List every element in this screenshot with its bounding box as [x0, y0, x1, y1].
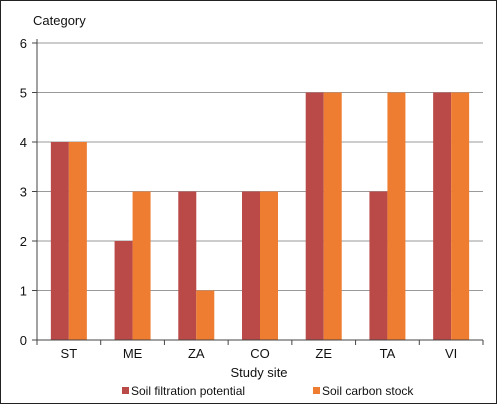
- bar-st-series-1: [50, 142, 69, 340]
- y-tick-label-5: 5: [20, 86, 27, 101]
- legend-swatch-2: [313, 387, 320, 394]
- bar-me-series-2: [132, 191, 151, 340]
- legend-label-1: Soil filtration potential: [131, 384, 245, 398]
- x-tick-label-st: ST: [61, 346, 78, 361]
- bar-vi-series-2: [451, 92, 470, 340]
- bar-co-series-1: [242, 191, 260, 340]
- x-tick-label-co: CO: [250, 346, 270, 361]
- bar-ze-series-2: [323, 92, 342, 340]
- bar-co-series-2: [260, 191, 278, 340]
- y-tick-label-6: 6: [20, 36, 27, 51]
- x-tick-label-ze: ZE: [315, 346, 332, 361]
- bar-vi-series-1: [433, 92, 452, 340]
- bar-za-series-2: [196, 290, 215, 340]
- x-tick-label-za: ZA: [188, 346, 205, 361]
- y-tick-label-4: 4: [20, 135, 27, 150]
- y-tick-labels: 0 1 2 3 4 5 6: [20, 36, 27, 348]
- x-tick-label-me: ME: [123, 346, 143, 361]
- bar-ze-series-1: [305, 92, 324, 340]
- legend-swatch-1: [122, 387, 129, 394]
- axes: [32, 39, 484, 345]
- y-tick-label-3: 3: [20, 185, 27, 200]
- bar-ta-series-1: [369, 191, 388, 340]
- y-tick-label-0: 0: [20, 333, 27, 348]
- y-axis-label: Category: [33, 13, 86, 28]
- x-axis-label: Study site: [230, 365, 287, 380]
- bar-me-series-1: [114, 241, 133, 340]
- y-tick-label-2: 2: [20, 234, 27, 249]
- legend-label-2: Soil carbon stock: [322, 384, 414, 398]
- x-tick-label-vi: VI: [445, 346, 457, 361]
- bar-za-series-1: [178, 191, 197, 340]
- x-tick-label-ta: TA: [380, 346, 396, 361]
- bar-st-series-2: [68, 142, 87, 340]
- legend: Soil filtration potential Soil carbon sto…: [122, 384, 414, 398]
- bar-ta-series-2: [387, 92, 406, 340]
- bars: [50, 92, 470, 340]
- y-tick-label-1: 1: [20, 284, 27, 299]
- x-tick-labels: ST ME ZA CO ZE TA VI: [61, 346, 458, 361]
